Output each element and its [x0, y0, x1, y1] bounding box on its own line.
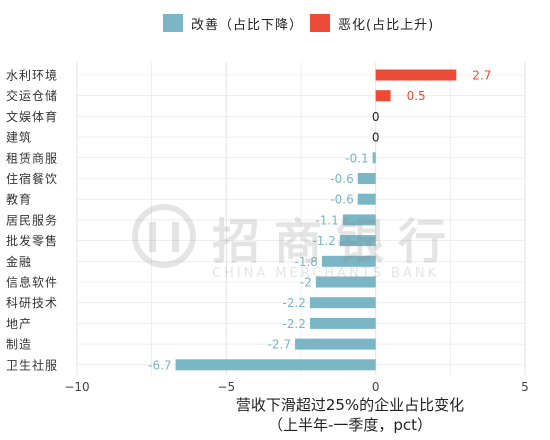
legend-worsen-label: 恶化(占比上升) — [338, 17, 435, 33]
legend-improve: 改善（占比下降） — [163, 14, 304, 33]
legend-improve-label: 改善（占比下降） — [191, 17, 304, 33]
value-label: -2.7 — [268, 338, 291, 352]
value-label: 0.5 — [407, 89, 426, 103]
category-label: 地产 — [6, 317, 32, 331]
value-label: -6.7 — [148, 358, 171, 372]
bar — [375, 90, 391, 102]
category-label: 住宿餐饮 — [6, 171, 58, 186]
category-label: 金融 — [6, 254, 32, 269]
category-label: 居民服务 — [6, 212, 58, 227]
value-label: 2.7 — [472, 69, 491, 83]
x-tick-label: −5 — [217, 380, 235, 394]
bar — [175, 359, 376, 371]
bar — [342, 214, 376, 226]
value-label: -2.2 — [283, 317, 306, 331]
value-label: -0.6 — [330, 172, 353, 186]
bar — [357, 193, 376, 205]
category-label: 信息软件 — [6, 275, 58, 290]
value-label: -2 — [300, 276, 312, 290]
legend-improve-swatch — [163, 14, 183, 32]
x-tick-labels: −10 −5 0 5 — [64, 380, 528, 394]
category-label: 制造 — [6, 338, 32, 352]
legend-worsen-swatch — [310, 14, 330, 32]
category-label: 教育 — [6, 192, 32, 207]
value-label: -1.8 — [294, 255, 317, 269]
value-label: 0 — [372, 110, 380, 124]
category-label: 文娱体育 — [6, 109, 58, 124]
value-label: -1.2 — [312, 234, 335, 248]
bar — [315, 276, 376, 288]
category-label: 卫生社服 — [6, 357, 58, 372]
category-label: 租赁商服 — [6, 150, 58, 165]
bar — [321, 255, 376, 267]
bar — [295, 338, 376, 350]
x-tick-label: −10 — [64, 380, 89, 394]
value-label: -1.1 — [315, 213, 338, 227]
category-label: 交运仓储 — [6, 88, 58, 103]
bar — [372, 152, 376, 164]
bar — [357, 173, 376, 184]
category-label: 批发零售 — [6, 233, 58, 248]
category-label: 科研技术 — [6, 296, 58, 310]
bar — [375, 69, 457, 81]
legend-worsen: 恶化(占比上升) — [310, 14, 435, 33]
value-label: 0 — [372, 131, 380, 145]
bar — [309, 297, 376, 309]
value-label: -0.1 — [345, 151, 368, 165]
x-axis-label-line2: （上半年-一季度，pct） — [267, 416, 433, 434]
bar — [339, 235, 376, 247]
x-axis-label-line1: 营收下滑超过25%的企业占比变化 — [235, 396, 465, 414]
category-labels: 水利环境交运仓储文娱体育建筑租赁商服住宿餐饮教育居民服务批发零售金融信息软件科研… — [6, 68, 58, 373]
value-labels: 2.7 0.5 0 0 -0.1 -0.6 -0.6 -1.1 -1.2 -1.8 -2 -2.2 -2… — [148, 69, 491, 373]
x-tick-label: 0 — [372, 380, 380, 394]
value-label: -2.2 — [283, 296, 306, 310]
bar — [309, 317, 376, 329]
value-label: -0.6 — [330, 193, 353, 207]
x-tick-label: 5 — [521, 380, 529, 394]
bars — [175, 69, 457, 371]
category-label: 水利环境 — [6, 68, 58, 83]
category-label: 建筑 — [6, 130, 32, 145]
